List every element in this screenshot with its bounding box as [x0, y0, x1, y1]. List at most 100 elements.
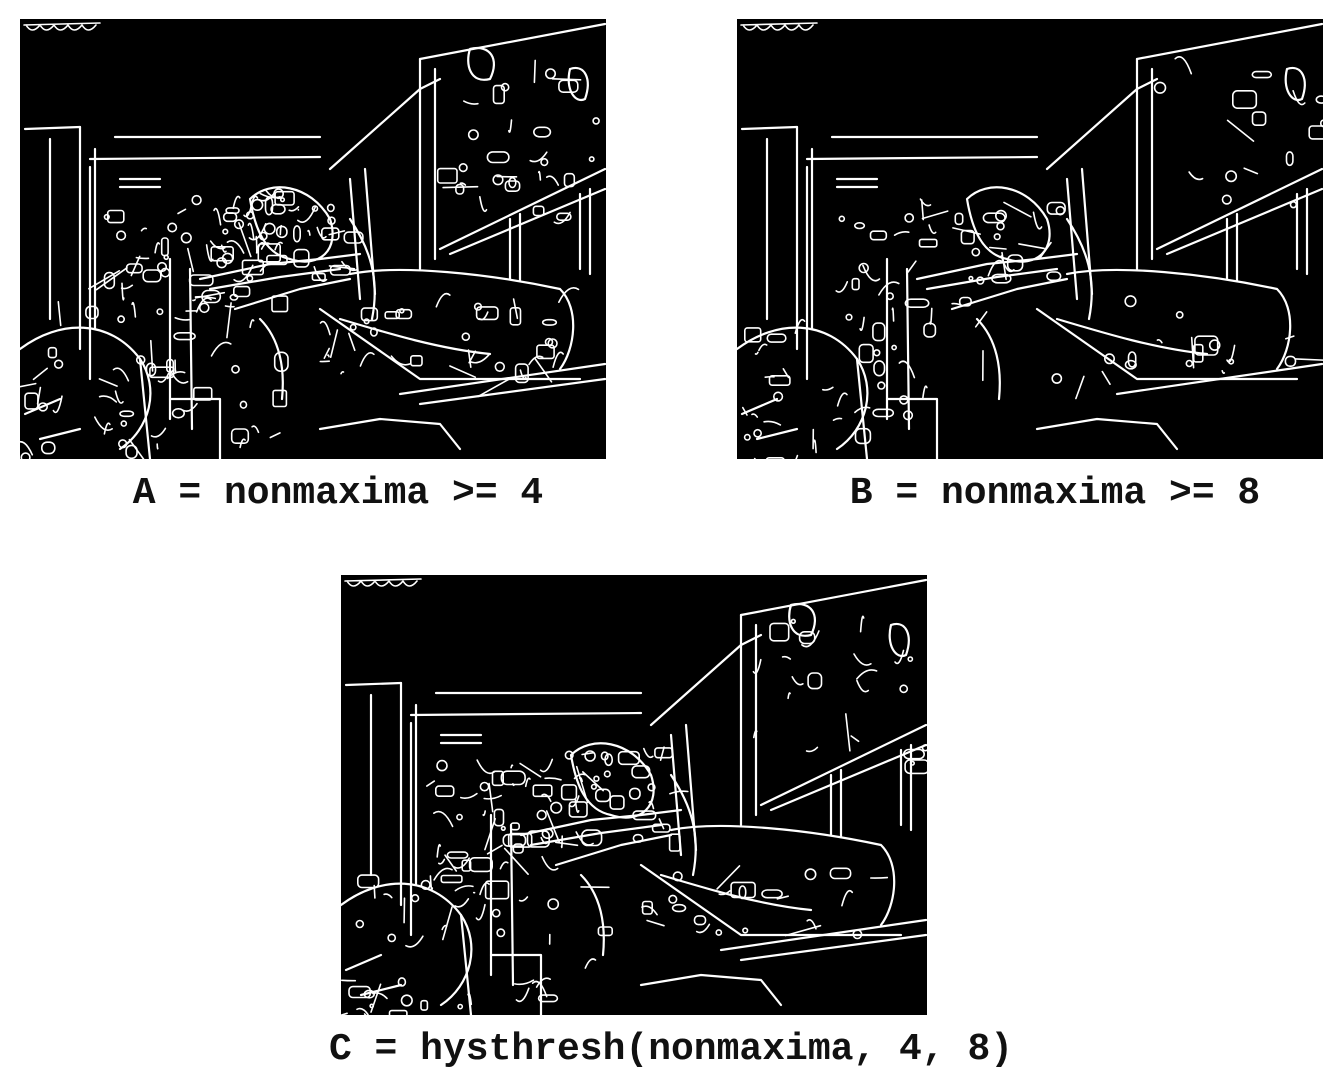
- edge-curve: [251, 425, 260, 434]
- edge-dot: [536, 809, 547, 821]
- edge-image-b: [737, 19, 1323, 459]
- edge-blob: [960, 229, 975, 245]
- edge-blob: [532, 205, 545, 217]
- edge-segment: [467, 349, 472, 369]
- edge-curve: [512, 783, 515, 787]
- edge-contour: [348, 177, 362, 301]
- edge-dot: [231, 364, 240, 374]
- edge-curve: [832, 417, 843, 421]
- edge-blob: [475, 306, 499, 321]
- edge-dot: [899, 395, 909, 405]
- edge-blob: [1127, 351, 1137, 368]
- edge-curve: [508, 119, 513, 133]
- edge-blob: [266, 254, 288, 266]
- edge-curve: [195, 297, 212, 313]
- edge-contour: [669, 773, 697, 877]
- edge-curve: [209, 240, 226, 250]
- edge-curve: [327, 354, 330, 358]
- edge-contour: [855, 357, 869, 459]
- edge-blob: [807, 672, 823, 690]
- edge-dot: [877, 381, 886, 390]
- edge-curve: [1000, 255, 1015, 273]
- edge-contour: [409, 711, 643, 717]
- edge-dot: [743, 433, 751, 441]
- edge-segment: [716, 865, 741, 890]
- edge-curve: [987, 259, 1004, 277]
- edge-blob: [484, 880, 510, 900]
- edge-blob: [604, 753, 613, 767]
- edge-curve: [121, 282, 125, 301]
- edge-blob: [436, 167, 458, 184]
- edge-dot: [156, 308, 164, 316]
- edge-curve: [836, 392, 848, 407]
- edge-blob: [320, 227, 340, 241]
- edge-dot: [500, 825, 506, 831]
- edge-dot: [436, 759, 448, 772]
- edge-blob: [160, 237, 169, 257]
- edge-curve: [859, 316, 865, 332]
- edge-curve: [878, 281, 900, 296]
- edge-blob: [568, 801, 588, 818]
- edge-curve: [135, 256, 150, 260]
- edge-curve: [1174, 56, 1193, 75]
- edge-blob: [239, 400, 248, 409]
- edge-curve: [131, 301, 137, 318]
- image-background: [341, 575, 927, 1015]
- edge-curve: [1032, 211, 1043, 230]
- corner-scribble: [23, 22, 101, 31]
- edge-segment: [545, 810, 561, 844]
- edge-contour: [915, 252, 1079, 281]
- edge-dot: [327, 216, 336, 225]
- edge-curve: [233, 264, 254, 283]
- edge-blob: [671, 903, 687, 913]
- edge-curve: [103, 422, 111, 435]
- edge-curve: [518, 896, 529, 902]
- edge-blob: [765, 457, 785, 459]
- edge-dot: [550, 801, 563, 814]
- edge-dot: [907, 656, 914, 662]
- edge-blob: [854, 222, 866, 230]
- edge-blob: [730, 881, 756, 899]
- edge-segment: [989, 246, 1007, 250]
- edge-contour: [739, 578, 927, 617]
- edge-curve: [435, 292, 451, 308]
- edge-curve: [1156, 339, 1163, 344]
- edge-curve: [341, 260, 359, 272]
- edge-blob: [311, 272, 326, 282]
- edge-blob: [1251, 70, 1273, 79]
- edge-curve: [340, 370, 345, 375]
- edge-blob: [1006, 254, 1024, 272]
- edge-segment: [534, 358, 553, 383]
- edge-blob: [904, 759, 927, 775]
- edge-segment: [468, 350, 477, 364]
- edge-dot: [668, 894, 678, 904]
- edge-curve: [436, 843, 442, 858]
- edge-curve: [568, 795, 580, 808]
- edge-dot: [886, 292, 895, 301]
- edge-dot: [904, 212, 915, 223]
- edge-segment: [1190, 336, 1195, 369]
- edge-segment: [57, 300, 62, 327]
- edge-contour: [344, 681, 403, 687]
- edge-dot: [772, 391, 784, 402]
- edge-segment: [551, 77, 582, 81]
- edge-contour: [975, 317, 1001, 401]
- edge-dot: [251, 198, 264, 211]
- edge-curve: [459, 182, 467, 186]
- edge-dot: [1051, 373, 1063, 384]
- edge-curve: [313, 266, 328, 282]
- edge-curve: [259, 261, 279, 272]
- edge-segment: [20, 382, 37, 388]
- edge-blob: [1308, 125, 1323, 140]
- edge-curve: [578, 777, 583, 783]
- edge-segment: [98, 378, 118, 387]
- edge-curve: [429, 875, 434, 891]
- edge-segment: [533, 59, 537, 84]
- edge-dot: [233, 219, 245, 230]
- edge-curve: [891, 307, 895, 322]
- edge-blob: [632, 810, 657, 821]
- edge-curve: [479, 882, 490, 896]
- edge-blob: [47, 346, 58, 359]
- edge-blob: [668, 833, 681, 852]
- edge-curve: [822, 386, 834, 391]
